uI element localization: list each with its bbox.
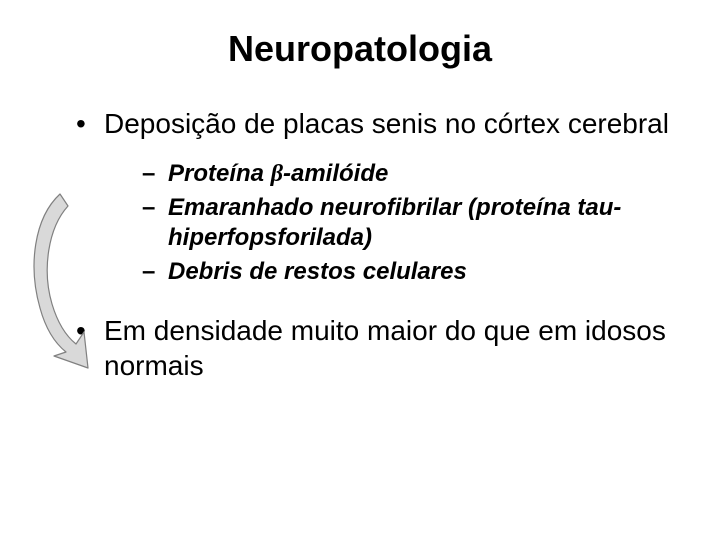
sub-bullet-group: Proteína β-amilóide Emaranhado neurofibr… (40, 159, 680, 287)
bullet-l1-1: Em densidade muito maior do que em idoso… (68, 313, 680, 383)
bullet-l1-0: Deposição de placas senis no córtex cere… (68, 106, 680, 141)
bullet-l2-1-pre: Emaranhado neurofibrilar (proteína tau-h… (168, 194, 621, 251)
bullet-l2-0: Proteína β-amilóide (138, 159, 680, 189)
slide-title: Neuropatologia (40, 28, 680, 70)
bullet-l2-2: Debris de restos celulares (138, 257, 680, 287)
bullet-l2-0-pre: Proteína (168, 160, 271, 187)
bullet-l2-1: Emaranhado neurofibrilar (proteína tau-h… (138, 193, 680, 253)
slide: Neuropatologia Deposição de placas senis… (0, 0, 720, 540)
bullet-l2-2-pre: Debris de restos celulares (168, 258, 467, 285)
bullet-l2-0-post: -amilóide (283, 160, 388, 187)
beta-symbol: β (271, 161, 283, 187)
